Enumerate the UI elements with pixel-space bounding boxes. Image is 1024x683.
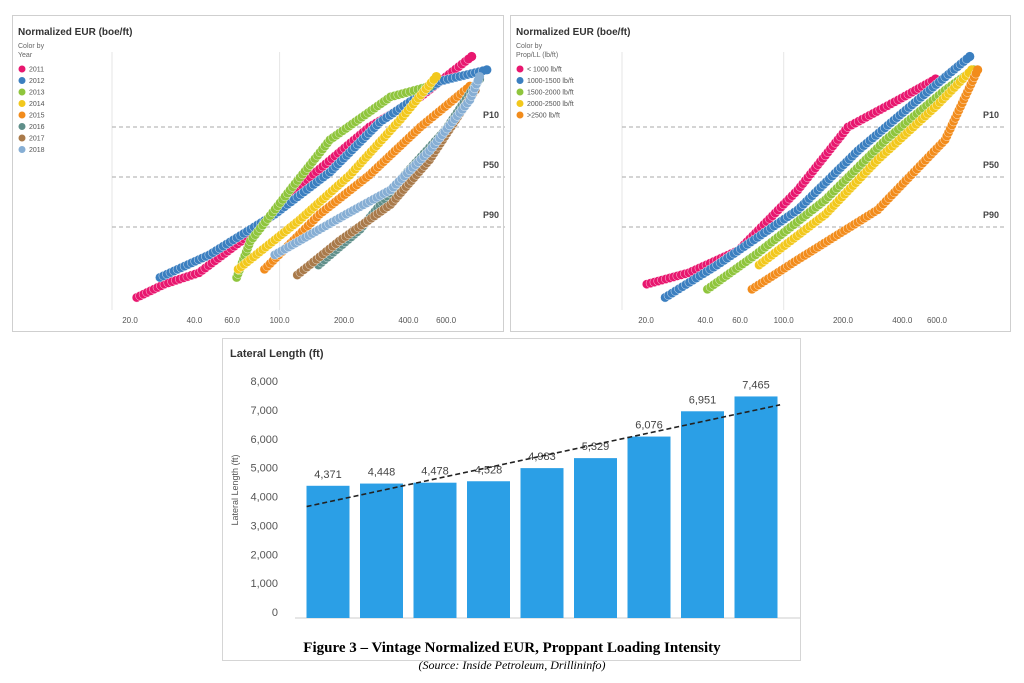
x-tick-label: 100.0	[270, 316, 291, 325]
legend-title: Prop/LL (lb/ft)	[516, 52, 558, 59]
bar	[520, 468, 564, 618]
reference-label: P10	[483, 110, 499, 120]
legend-label: 2016	[29, 124, 45, 131]
y-tick-label: 3,000	[250, 520, 278, 532]
x-tick-label: 400.0	[892, 316, 913, 325]
y-tick-label: 4,000	[250, 492, 278, 504]
legend-marker	[18, 65, 26, 73]
trendline	[306, 404, 781, 508]
y-tick-label: 5,000	[250, 463, 278, 475]
data-label: 4,371	[314, 469, 342, 481]
legend-marker	[18, 146, 26, 153]
y-tick-label: 6,000	[250, 434, 278, 446]
x-tick-label: 60.0	[732, 316, 748, 325]
legend-title: Year	[18, 52, 33, 59]
y-tick-label: 0	[272, 607, 278, 619]
legend-title: Color by	[516, 43, 543, 50]
reference-label: P50	[483, 160, 499, 170]
legend-label: >2500 lb/ft	[527, 113, 560, 120]
y-tick-label: 8,000	[250, 376, 278, 388]
legend-marker	[18, 100, 26, 107]
legend-marker	[18, 134, 26, 142]
figure-caption: Figure 3 – Vintage Normalized EUR, Propp…	[303, 640, 721, 656]
data-label: 4,478	[421, 466, 449, 478]
legend-marker	[516, 111, 524, 119]
scatter-panel-1: Normalized EUR (boe/ft) Color by Year 2011 2…	[12, 15, 505, 332]
legend-label: 1000-1500 lb/ft	[527, 78, 574, 85]
chart-title: Lateral Length (ft)	[230, 348, 324, 360]
bar	[306, 485, 350, 618]
bar	[627, 436, 671, 618]
x-tick-label: 20.0	[638, 316, 654, 325]
data-label: 4,448	[368, 467, 396, 479]
data-label: 4,528	[475, 464, 503, 476]
legend-marker	[18, 77, 26, 84]
data-label: 4,983	[528, 451, 556, 463]
reference-label: P10	[983, 110, 999, 120]
chart-title: Normalized EUR (boe/ft)	[18, 27, 132, 38]
bar	[734, 396, 778, 618]
legend-marker	[516, 100, 524, 107]
x-tick-label: 200.0	[334, 316, 355, 325]
legend-label: 2017	[29, 136, 45, 143]
reference-label: P90	[483, 210, 499, 220]
data-label: 6,076	[635, 420, 663, 432]
legend-label: 1500-2000 lb/ft	[527, 90, 574, 97]
legend-label: 2018	[29, 147, 45, 154]
bar	[413, 482, 457, 618]
legend-label: 2012	[29, 78, 45, 85]
y-tick-label: 7,000	[250, 405, 278, 417]
legend-title: Color by	[18, 43, 45, 50]
x-tick-label: 20.0	[122, 316, 138, 325]
data-label: 5,329	[582, 441, 610, 453]
legend-label: 2013	[29, 90, 45, 97]
panel-border	[12, 15, 504, 332]
data-point	[474, 71, 485, 82]
legend-marker	[18, 88, 26, 96]
bar	[360, 483, 403, 618]
bar	[574, 458, 617, 618]
legend-label: 2000-2500 lb/ft	[527, 101, 574, 108]
x-tick-label: 600.0	[927, 316, 948, 325]
x-tick-label: 600.0	[436, 316, 457, 325]
figure-source: (Source: Inside Petroleum, Drillininfo)	[418, 658, 606, 672]
data-point	[482, 65, 492, 75]
y-tick-label: 2,000	[250, 549, 278, 561]
reference-label: P90	[983, 210, 999, 220]
data-point	[467, 51, 477, 62]
x-tick-label: 60.0	[224, 316, 240, 325]
data-point	[431, 71, 441, 82]
scatter-panel-2: Normalized EUR (boe/ft) Color by Prop/LL (…	[510, 15, 1011, 332]
data-point	[965, 51, 975, 62]
x-tick-label: 40.0	[187, 316, 203, 325]
reference-label: P50	[983, 160, 999, 170]
chart-title: Normalized EUR (boe/ft)	[516, 27, 630, 38]
legend-marker	[18, 111, 26, 119]
data-label: 6,951	[689, 394, 717, 406]
legend-marker	[516, 65, 524, 73]
x-tick-label: 200.0	[833, 316, 854, 325]
legend-label: 2014	[29, 101, 45, 108]
y-axis-label: Lateral Length (ft)	[230, 454, 240, 525]
legend-marker	[516, 77, 524, 84]
legend-label: 2011	[29, 67, 44, 74]
data-label: 7,465	[742, 379, 770, 391]
legend-marker	[516, 88, 524, 96]
bar	[681, 411, 724, 618]
x-tick-label: 100.0	[774, 316, 795, 325]
legend-marker	[18, 123, 26, 130]
legend-label: < 1000 lb/ft	[527, 67, 562, 74]
legend-label: 2015	[29, 113, 45, 120]
y-tick-label: 1,000	[250, 578, 278, 590]
data-point	[973, 65, 983, 75]
bar	[467, 481, 510, 618]
bar-chart: Lateral Length (ft) 0 1,000 2,000 3,000 4,000…	[222, 338, 801, 661]
x-tick-label: 40.0	[698, 316, 714, 325]
x-tick-label: 400.0	[398, 316, 419, 325]
